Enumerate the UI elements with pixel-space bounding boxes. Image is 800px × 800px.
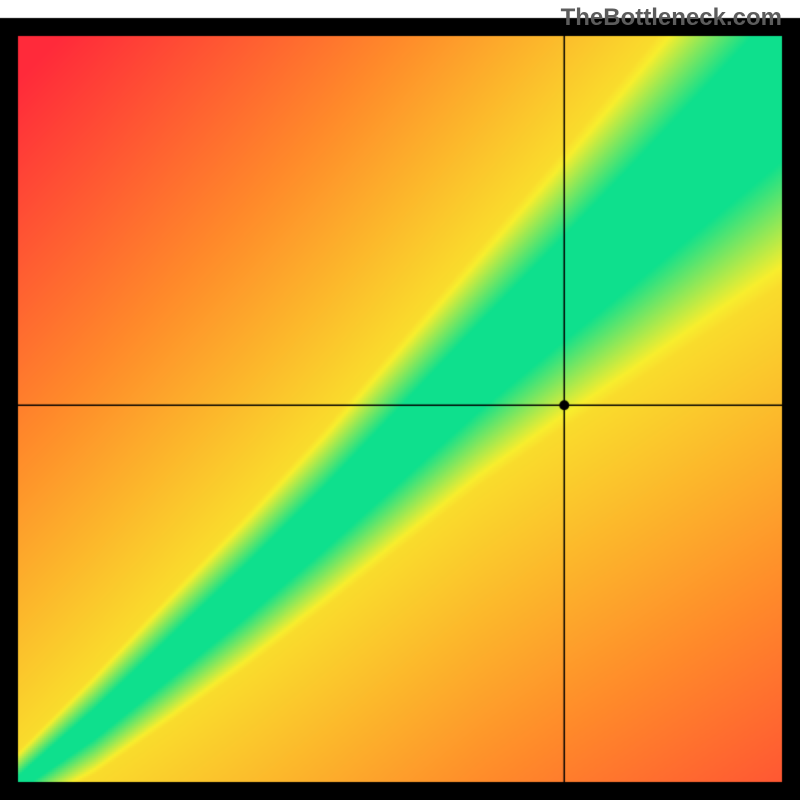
watermark-text: TheBottleneck.com <box>561 4 782 32</box>
bottleneck-heatmap <box>0 0 800 800</box>
chart-container: TheBottleneck.com <box>0 0 800 800</box>
